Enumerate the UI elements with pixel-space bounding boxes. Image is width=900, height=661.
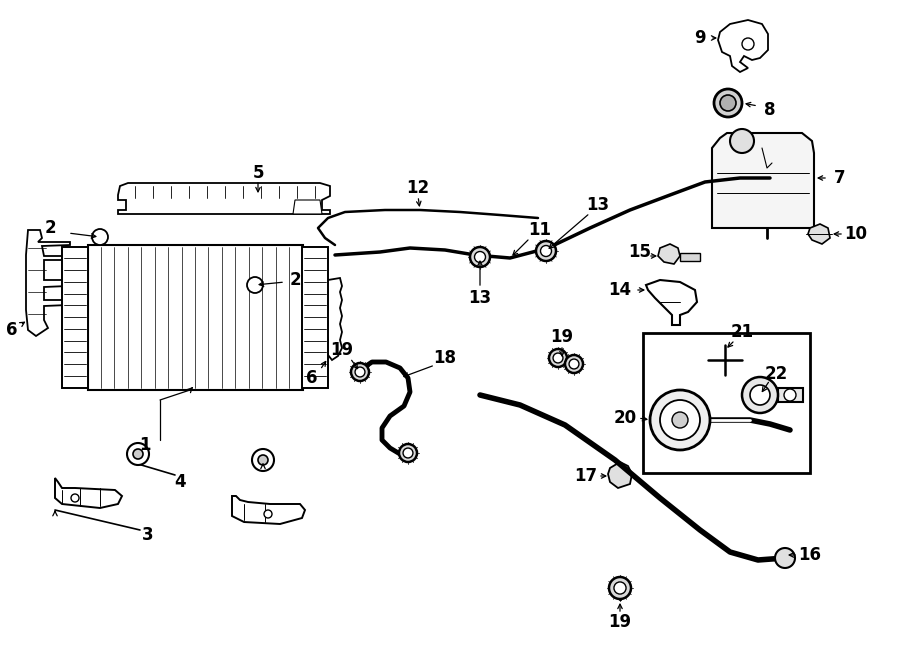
Polygon shape <box>608 462 632 488</box>
Text: 2: 2 <box>289 271 301 289</box>
Circle shape <box>474 251 485 262</box>
Circle shape <box>553 353 563 363</box>
Text: 14: 14 <box>608 281 632 299</box>
Circle shape <box>536 241 556 261</box>
Text: 16: 16 <box>798 546 822 564</box>
Circle shape <box>252 449 274 471</box>
Polygon shape <box>118 183 330 214</box>
Circle shape <box>399 444 417 462</box>
Text: 19: 19 <box>330 341 354 359</box>
Circle shape <box>660 400 700 440</box>
Circle shape <box>247 277 263 293</box>
Polygon shape <box>658 244 680 264</box>
Text: 3: 3 <box>142 526 154 544</box>
Circle shape <box>775 548 795 568</box>
Text: 9: 9 <box>694 29 706 47</box>
Text: 8: 8 <box>764 101 776 119</box>
Circle shape <box>549 349 567 367</box>
Bar <box>680 253 700 261</box>
Text: 13: 13 <box>468 289 491 307</box>
Circle shape <box>355 367 365 377</box>
Circle shape <box>470 247 490 267</box>
Circle shape <box>569 359 579 369</box>
Bar <box>302 247 328 388</box>
Polygon shape <box>808 224 830 244</box>
Circle shape <box>71 494 79 502</box>
Text: 4: 4 <box>175 473 185 491</box>
Circle shape <box>258 455 268 465</box>
Circle shape <box>742 377 778 413</box>
Polygon shape <box>293 200 322 214</box>
Polygon shape <box>646 280 697 325</box>
Circle shape <box>541 245 552 256</box>
Text: 19: 19 <box>551 328 573 346</box>
Circle shape <box>92 229 108 245</box>
Circle shape <box>672 412 688 428</box>
Text: 1: 1 <box>140 436 151 454</box>
Bar <box>62 247 88 388</box>
Text: 22: 22 <box>764 365 788 383</box>
Text: 6: 6 <box>6 321 18 339</box>
Circle shape <box>609 577 631 599</box>
Bar <box>88 245 303 390</box>
Circle shape <box>750 385 770 405</box>
Circle shape <box>720 95 736 111</box>
Text: 15: 15 <box>628 243 652 261</box>
Circle shape <box>264 510 272 518</box>
Polygon shape <box>26 230 70 336</box>
Text: 18: 18 <box>434 349 456 367</box>
Polygon shape <box>232 496 305 524</box>
Circle shape <box>714 89 742 117</box>
Text: 5: 5 <box>252 164 264 182</box>
Circle shape <box>742 38 754 50</box>
Circle shape <box>133 449 143 459</box>
Text: 20: 20 <box>614 409 636 427</box>
Bar <box>643 333 810 473</box>
Text: 17: 17 <box>574 467 598 485</box>
Polygon shape <box>326 278 342 360</box>
Circle shape <box>403 448 413 458</box>
Circle shape <box>650 390 710 450</box>
Circle shape <box>784 389 796 401</box>
Text: 6: 6 <box>306 369 318 387</box>
Text: 10: 10 <box>844 225 868 243</box>
Polygon shape <box>55 478 122 508</box>
Circle shape <box>565 355 583 373</box>
Circle shape <box>730 129 754 153</box>
Text: 2: 2 <box>44 219 56 237</box>
Text: 7: 7 <box>834 169 846 187</box>
Polygon shape <box>712 133 814 228</box>
Polygon shape <box>249 281 261 289</box>
Circle shape <box>127 443 149 465</box>
Polygon shape <box>718 20 768 72</box>
Text: 19: 19 <box>608 613 632 631</box>
Text: 21: 21 <box>731 323 753 341</box>
Circle shape <box>351 363 369 381</box>
Polygon shape <box>94 233 106 241</box>
Circle shape <box>614 582 626 594</box>
Text: 13: 13 <box>587 196 609 214</box>
Bar <box>778 388 803 402</box>
Text: 12: 12 <box>407 179 429 197</box>
Text: 11: 11 <box>528 221 552 239</box>
